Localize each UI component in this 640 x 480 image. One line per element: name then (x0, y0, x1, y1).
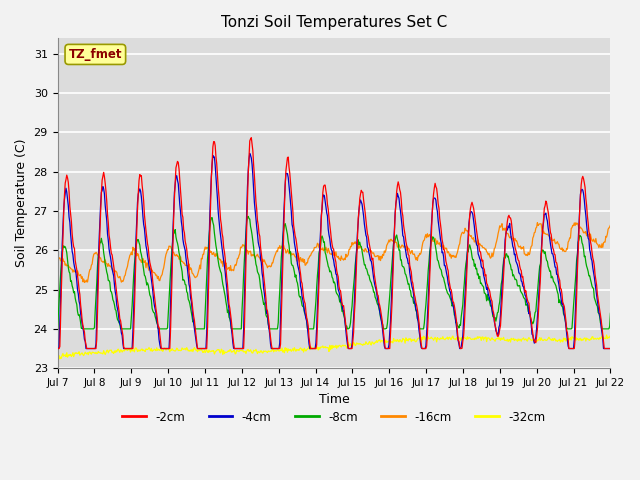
Text: TZ_fmet: TZ_fmet (68, 48, 122, 61)
Y-axis label: Soil Temperature (C): Soil Temperature (C) (15, 139, 28, 267)
X-axis label: Time: Time (319, 394, 349, 407)
Title: Tonzi Soil Temperatures Set C: Tonzi Soil Temperatures Set C (221, 15, 447, 30)
Legend: -2cm, -4cm, -8cm, -16cm, -32cm: -2cm, -4cm, -8cm, -16cm, -32cm (118, 406, 550, 428)
